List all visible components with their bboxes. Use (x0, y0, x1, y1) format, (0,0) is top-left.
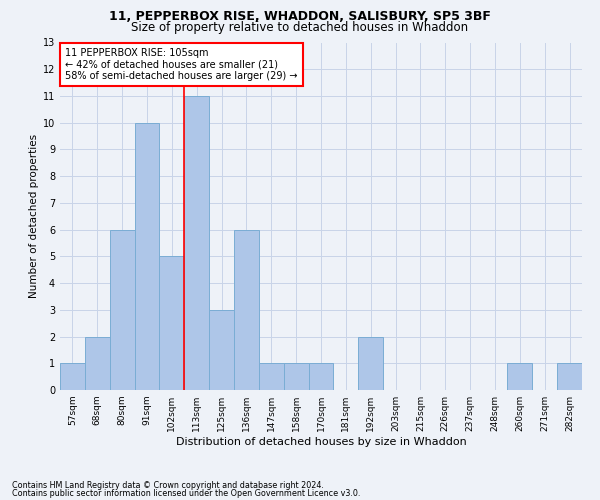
Bar (134, 122, 160, 390)
Bar (85, 336, 110, 390)
Bar (284, 364, 308, 390)
Bar (358, 336, 383, 390)
Text: Contains HM Land Registry data © Crown copyright and database right 2024.: Contains HM Land Registry data © Crown c… (12, 481, 324, 490)
Bar (557, 364, 582, 390)
Text: Contains public sector information licensed under the Open Government Licence v3: Contains public sector information licen… (12, 488, 361, 498)
Bar (234, 230, 259, 390)
Bar (160, 256, 184, 390)
Bar (60, 364, 85, 390)
Bar (110, 230, 134, 390)
Bar (259, 364, 284, 390)
Bar (209, 310, 234, 390)
Bar (184, 96, 209, 390)
X-axis label: Distribution of detached houses by size in Whaddon: Distribution of detached houses by size … (176, 437, 466, 447)
Text: Size of property relative to detached houses in Whaddon: Size of property relative to detached ho… (131, 21, 469, 34)
Y-axis label: Number of detached properties: Number of detached properties (29, 134, 38, 298)
Bar (308, 364, 334, 390)
Bar (508, 364, 532, 390)
Text: 11 PEPPERBOX RISE: 105sqm
← 42% of detached houses are smaller (21)
58% of semi-: 11 PEPPERBOX RISE: 105sqm ← 42% of detac… (65, 48, 298, 81)
Text: 11, PEPPERBOX RISE, WHADDON, SALISBURY, SP5 3BF: 11, PEPPERBOX RISE, WHADDON, SALISBURY, … (109, 10, 491, 23)
